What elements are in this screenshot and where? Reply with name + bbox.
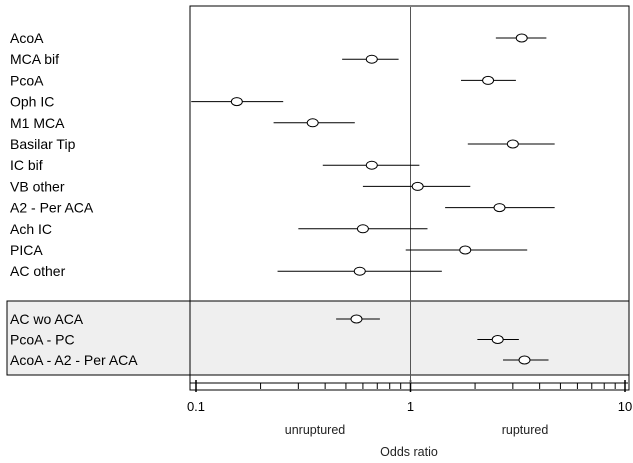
row-label: PcoA - PC <box>10 332 75 348</box>
point-estimate <box>350 314 363 324</box>
row-label: VB other <box>10 178 65 194</box>
point-estimate <box>230 97 243 107</box>
point-estimate <box>491 335 504 344</box>
row-label: AC other <box>10 263 66 279</box>
x-tick-label: 0.1 <box>187 399 205 414</box>
row-label: MCA bif <box>10 51 59 67</box>
point-estimate <box>356 224 369 234</box>
point-estimate <box>459 245 472 255</box>
row-label: PcoA <box>10 72 44 88</box>
row-label: A2 - Per ACA <box>10 200 94 216</box>
row-label: AcoA - A2 - Per ACA <box>10 352 138 368</box>
point-estimate <box>365 160 378 170</box>
x-tick-label: 10 <box>618 399 632 414</box>
right-caption: ruptured <box>502 423 549 437</box>
row-label: AC wo ACA <box>10 311 84 327</box>
point-estimate <box>515 33 528 43</box>
row-label: PICA <box>10 242 43 258</box>
point-estimate <box>365 54 378 64</box>
row-label: IC bif <box>10 157 43 173</box>
point-estimate <box>518 355 531 365</box>
row-label: AcoA <box>10 30 44 46</box>
x-axis-title: Odds ratio <box>380 445 438 459</box>
row-label: Ach IC <box>10 221 52 237</box>
point-estimate <box>506 139 519 149</box>
row-label: Basilar Tip <box>10 136 76 152</box>
point-estimate <box>493 203 506 213</box>
x-tick-label: 1 <box>407 399 414 414</box>
point-estimate <box>411 181 424 191</box>
plot-frame <box>189 5 630 391</box>
left-caption: unruptured <box>285 423 346 437</box>
point-estimate <box>306 118 319 128</box>
point-estimate <box>353 266 366 276</box>
point-estimate <box>482 75 495 85</box>
row-label: M1 MCA <box>10 115 65 131</box>
row-label: Oph IC <box>10 94 54 110</box>
